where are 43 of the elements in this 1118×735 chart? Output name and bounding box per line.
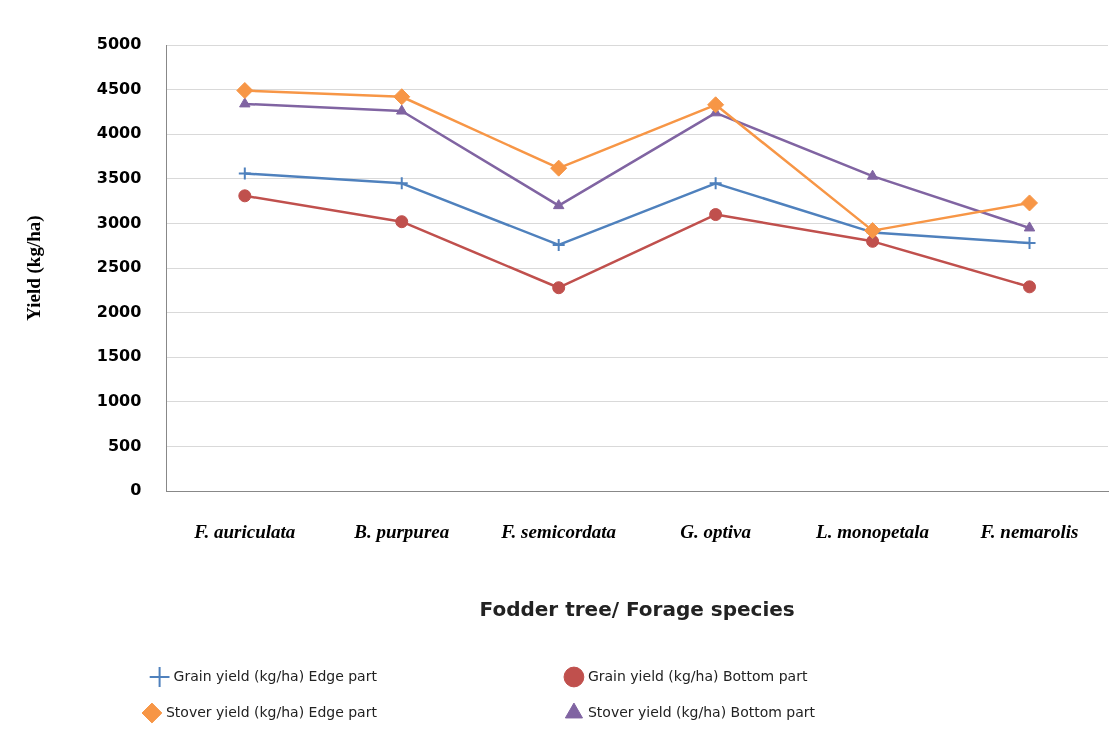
point (552, 281, 566, 295)
y-tick-label: 500 (107, 435, 142, 455)
point (395, 215, 409, 229)
y-tick-label: 3500 (96, 168, 142, 188)
x-tick-label: F. auriculata (193, 520, 296, 542)
y-tick-label: 1500 (96, 346, 142, 366)
y-tick-label: 3000 (96, 212, 142, 232)
x-tick-label: L. monopetala (815, 520, 930, 542)
point (1021, 194, 1039, 212)
point (238, 189, 252, 203)
point (1023, 221, 1036, 232)
point (393, 88, 411, 106)
legend-label: Grain yield (kg/ha) Edge part (173, 667, 545, 684)
point (553, 199, 565, 210)
point (550, 159, 568, 177)
point (709, 208, 723, 222)
point (396, 104, 408, 115)
point (551, 237, 566, 252)
legend-label: Stover yield (kg/ha) Edge part (165, 703, 545, 720)
y-tick-label: 2000 (96, 301, 142, 321)
x-tick-label: F. nemarolis (979, 520, 1079, 542)
y-tick-label: 5000 (96, 34, 142, 54)
point (394, 176, 409, 191)
legend-label: Stover yield (kg/ha) Bottom part (587, 703, 984, 720)
point (708, 176, 723, 191)
x-tick-label: B. purpurea (353, 520, 450, 542)
y-tick-label: 1000 (96, 391, 142, 411)
point (1023, 280, 1037, 294)
x-tick-label: G. optiva (680, 520, 752, 542)
point (866, 169, 879, 180)
y-tick-label: 4500 (96, 78, 142, 98)
y-tick-label: 2500 (96, 257, 142, 277)
legend-label: Grain yield (kg/ha) Bottom part (587, 667, 976, 684)
point (236, 82, 254, 100)
y-tick-label: 4000 (96, 123, 142, 143)
point (239, 97, 251, 108)
point (237, 166, 252, 181)
y-axis-title: Yield (kg/ha) (23, 215, 46, 321)
x-axis-title: Fodder tree/ Forage species (479, 597, 795, 622)
y-tick-label: 0 (130, 480, 142, 500)
point (1022, 236, 1037, 251)
x-tick-label: F. semicordata (500, 520, 617, 542)
point (707, 96, 725, 114)
